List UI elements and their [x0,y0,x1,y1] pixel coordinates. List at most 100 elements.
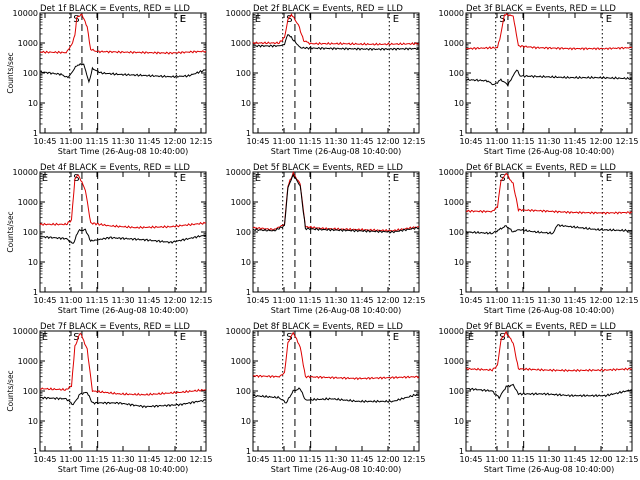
x-tick-label: 12:00 [376,137,399,146]
x-axis-label: Start Time (26-Aug-08 10:40:00) [58,306,189,315]
series-line-black [39,391,207,409]
y-axis-label: Counts/sec [6,211,15,252]
marker-letter: E [393,14,399,25]
series-line-red [39,13,207,55]
y-tick-label: 1000 [231,39,251,48]
x-tick-label: 12:00 [163,137,186,146]
plot-frame [39,171,207,293]
x-tick-label: 11:45 [350,137,373,146]
x-tick-label: 12:15 [189,296,212,305]
x-tick-label: 12:00 [589,455,612,464]
y-tick-label: 100 [449,69,464,78]
series-line-black [465,69,633,88]
x-tick-label: 11:15 [85,137,108,146]
chart-panel: Det 5f BLACK = Events, RED = LLD 1 10 100 10… [226,163,426,315]
y-tick-label: 10000 [226,168,251,177]
chart-panel: Det 9f BLACK = Events, RED = LLD 1 10 100 10… [439,322,639,474]
y-tick-label: 10000 [13,327,38,336]
x-tick-label: 11:45 [137,296,160,305]
x-tick-label: 11:45 [350,296,373,305]
y-tick-label: 100 [23,228,38,237]
y-tick-label: 1000 [231,357,251,366]
x-tick-label: 12:00 [589,137,612,146]
chart-title: Det 5f BLACK = Events, RED = LLD [253,163,403,173]
plot-frame [39,330,207,452]
y-tick-label: 1 [459,447,464,456]
x-tick-label: 11:15 [85,455,108,464]
x-tick-label: 11:30 [324,296,347,305]
x-tick-label: 12:15 [189,455,212,464]
y-tick-label: 10 [241,99,251,108]
x-tick-label: 11:45 [137,455,160,464]
marker-letter: E [42,173,48,184]
chart-panel: Det 3f BLACK = Events, RED = LLD 1 10 100 10… [439,4,639,156]
x-tick-label: 11:00 [59,137,82,146]
x-tick-label: 11:30 [111,137,134,146]
series-line-black [465,383,633,400]
x-tick-label: 12:15 [189,137,212,146]
plot-frame [465,171,633,293]
y-tick-label: 1000 [444,39,464,48]
y-tick-label: 10 [454,99,464,108]
x-tick-label: 12:00 [376,296,399,305]
x-tick-label: 12:15 [402,296,425,305]
marker-letter: E [180,14,186,25]
x-tick-label: 10:45 [33,455,56,464]
y-tick-label: 10 [28,417,38,426]
chart-panel: Det 4f BLACK = Events, RED = LLD 1 10 100 10… [6,163,213,315]
chart-title: Det 3f BLACK = Events, RED = LLD [466,4,616,14]
x-tick-label: 10:45 [246,296,269,305]
x-tick-label: 11:30 [324,137,347,146]
x-axis-label: Start Time (26-Aug-08 10:40:00) [58,147,189,156]
x-tick-label: 11:30 [111,296,134,305]
x-tick-label: 10:45 [33,137,56,146]
x-tick-label: 11:15 [298,137,321,146]
x-tick-label: 12:00 [163,296,186,305]
series-line-black [252,387,420,404]
marker-letter: S [73,173,79,184]
x-tick-label: 11:00 [485,455,508,464]
y-tick-label: 10000 [439,327,464,336]
y-tick-label: 1000 [18,39,38,48]
marker-letter: E [606,14,612,25]
y-tick-label: 10000 [226,327,251,336]
chart-panel: Det 1f BLACK = Events, RED = LLD 1 10 100 10… [6,4,213,156]
y-tick-label: 100 [236,228,251,237]
x-tick-label: 11:00 [272,296,295,305]
y-tick-label: 1000 [18,198,38,207]
x-tick-label: 11:00 [485,137,508,146]
series-line-red [465,12,633,51]
y-tick-label: 10000 [13,9,38,18]
x-tick-label: 11:45 [563,137,586,146]
x-axis-label: Start Time (26-Aug-08 10:40:00) [271,306,402,315]
x-tick-label: 10:45 [459,137,482,146]
series-line-red [253,331,420,381]
y-tick-label: 1000 [444,357,464,366]
marker-letter: E [606,332,612,343]
chart-title: Det 1f BLACK = Events, RED = LLD [40,4,190,14]
marker-letter: E [255,173,261,184]
x-tick-label: 11:30 [537,455,560,464]
chart-title: Det 9f BLACK = Events, RED = LLD [466,322,616,332]
x-tick-label: 11:30 [324,455,347,464]
chart-title: Det 7f BLACK = Events, RED = LLD [40,322,190,332]
chart-title: Det 2f BLACK = Events, RED = LLD [253,4,403,14]
x-tick-label: 11:30 [537,296,560,305]
y-tick-label: 1 [459,288,464,297]
x-tick-label: 11:15 [511,137,534,146]
marker-letter: E [468,332,474,343]
series-line-black [39,62,207,84]
chart-panel: Det 6f BLACK = Events, RED = LLD 1 10 100 10… [439,163,639,315]
marker-letter: S [499,14,505,25]
x-tick-label: 12:15 [402,455,425,464]
series-line-black [252,34,420,52]
y-tick-label: 100 [23,69,38,78]
y-tick-label: 100 [236,387,251,396]
chart-panel: Det 2f BLACK = Events, RED = LLD 1 10 100 10… [226,4,426,156]
x-tick-label: 10:45 [33,296,56,305]
y-tick-label: 10000 [439,9,464,18]
x-tick-label: 12:15 [615,296,638,305]
y-tick-label: 1 [246,447,251,456]
x-axis-label: Start Time (26-Aug-08 10:40:00) [271,147,402,156]
y-axis-label: Counts/sec [6,52,15,93]
